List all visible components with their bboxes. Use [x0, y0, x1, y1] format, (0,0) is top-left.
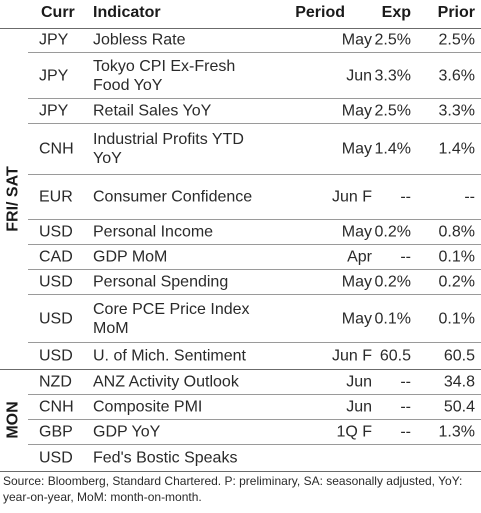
table-row: USD U. of Mich. Sentiment Jun F 60.5 60.…: [28, 343, 481, 369]
cell-exp: --: [400, 373, 411, 391]
table-header: Curr Indicator Period Exp Prior: [0, 0, 481, 29]
cell-indicator: Personal Income: [93, 223, 214, 241]
table-row: JPY Jobless Rate May 2.5% 2.5%: [28, 28, 481, 53]
cell-period: May: [341, 31, 372, 49]
cell-exp: 0.2%: [374, 223, 411, 241]
table-row: NZD ANZ Activity Outlook Jun -- 34.8: [28, 370, 481, 395]
cell-exp: --: [400, 423, 411, 441]
cell-indicator: Composite PMI: [93, 398, 203, 416]
cell-indicator: Retail Sales YoY: [93, 102, 212, 120]
cell-curr: USD: [39, 449, 73, 466]
cell-prior: 3.6%: [438, 67, 475, 84]
cell-exp: 60.5: [379, 347, 411, 365]
table-row: CNH Industrial Profits YTD YoY May 1.4% …: [28, 124, 481, 175]
group-label-mon: MON: [0, 370, 28, 470]
cell-prior: 1.4%: [438, 140, 475, 158]
cell-exp: 1.4%: [374, 140, 411, 158]
cell-curr: EUR: [39, 188, 73, 206]
table-row: USD Core PCE Price Index MoM May 0.1% 0.…: [28, 295, 481, 343]
group-label-fri-sat: FRI/ SAT: [0, 28, 28, 370]
cell-period: 1Q F: [336, 423, 372, 441]
cell-exp: 0.2%: [374, 273, 411, 291]
cell-curr: JPY: [39, 67, 69, 84]
header-exp: Exp: [381, 4, 411, 21]
cell-prior: 2.5%: [438, 31, 475, 49]
cell-indicator: Core PCE Price Index MoM: [93, 300, 250, 337]
cell-period: Jun: [346, 67, 372, 84]
header-period: Period: [295, 4, 345, 21]
cell-curr: USD: [39, 223, 73, 241]
cell-period: May: [341, 310, 372, 327]
cell-curr: USD: [39, 273, 73, 291]
cell-prior: 0.1%: [438, 310, 475, 327]
table-row: JPY Retail Sales YoY May 2.5% 3.3%: [28, 99, 481, 124]
cell-curr: CNH: [39, 140, 74, 158]
cell-prior: 1.3%: [438, 423, 475, 441]
cell-prior: --: [464, 188, 475, 206]
cell-indicator: Consumer Confidence: [93, 188, 253, 206]
cell-period: Jun: [346, 398, 372, 416]
cell-indicator: GDP YoY: [93, 423, 161, 441]
cell-curr: CAD: [39, 248, 73, 266]
table-row: USD Personal Spending May 0.2% 0.2%: [28, 270, 481, 295]
cell-prior: 34.8: [443, 373, 475, 391]
table-row: JPY Tokyo CPI Ex-Fresh Food YoY Jun 3.3%…: [28, 53, 481, 99]
cell-exp: 3.3%: [374, 67, 411, 84]
cell-indicator: Personal Spending: [93, 273, 229, 291]
header-curr: Curr: [41, 4, 75, 21]
cell-prior: 3.3%: [438, 102, 475, 120]
table-row: CNH Composite PMI Jun -- 50.4: [28, 395, 481, 420]
cell-period: May: [341, 140, 372, 158]
cell-period: May: [341, 223, 372, 241]
table-row: CAD GDP MoM Apr -- 0.1%: [28, 245, 481, 270]
cell-prior: 50.4: [443, 398, 475, 416]
cell-exp: --: [400, 248, 411, 266]
group-label-text: FRI/ SAT: [5, 166, 23, 232]
cell-period: Jun F: [331, 188, 372, 206]
cell-indicator: U. of Mich. Sentiment: [93, 347, 246, 365]
group-divider: [0, 369, 481, 370]
cell-prior: 60.5: [443, 347, 475, 365]
cell-exp: --: [400, 188, 411, 206]
cell-indicator: ANZ Activity Outlook: [93, 373, 239, 391]
cell-curr: USD: [39, 347, 73, 365]
table-row: GBP GDP YoY 1Q F -- 1.3%: [28, 420, 481, 445]
cell-curr: JPY: [39, 31, 69, 49]
table-row: USD Fed's Bostic Speaks: [28, 445, 481, 470]
cell-period: Jun F: [331, 347, 372, 365]
cell-curr: JPY: [39, 102, 69, 120]
cell-indicator: GDP MoM: [93, 248, 168, 266]
cell-exp: 0.1%: [374, 310, 411, 327]
cell-period: Apr: [347, 248, 372, 266]
cell-exp: 2.5%: [374, 102, 411, 120]
cell-prior: 0.8%: [438, 223, 475, 241]
cell-exp: 2.5%: [374, 31, 411, 49]
table-row: EUR Consumer Confidence Jun F -- --: [28, 175, 481, 220]
cell-prior: 0.2%: [438, 273, 475, 291]
cell-curr: GBP: [39, 423, 73, 441]
cell-indicator: Jobless Rate: [93, 31, 186, 49]
cell-period: May: [341, 273, 372, 291]
header-prior: Prior: [437, 4, 475, 21]
cell-indicator: Tokyo CPI Ex-Fresh Food YoY: [93, 57, 236, 94]
cell-curr: USD: [39, 310, 73, 327]
source-footnote: Source: Bloomberg, Standard Chartered. P…: [0, 471, 481, 506]
cell-indicator: Industrial Profits YTD YoY: [93, 131, 244, 167]
group-label-text: MON: [5, 401, 23, 439]
header-indicator: Indicator: [93, 4, 161, 21]
cell-period: May: [341, 102, 372, 120]
cell-indicator: Fed's Bostic Speaks: [93, 449, 238, 466]
table-row: USD Personal Income May 0.2% 0.8%: [28, 220, 481, 245]
cell-curr: CNH: [39, 398, 74, 416]
cell-curr: NZD: [39, 373, 72, 391]
cell-period: Jun: [346, 373, 372, 391]
cell-prior: 0.1%: [438, 248, 475, 266]
cell-exp: --: [400, 398, 411, 416]
